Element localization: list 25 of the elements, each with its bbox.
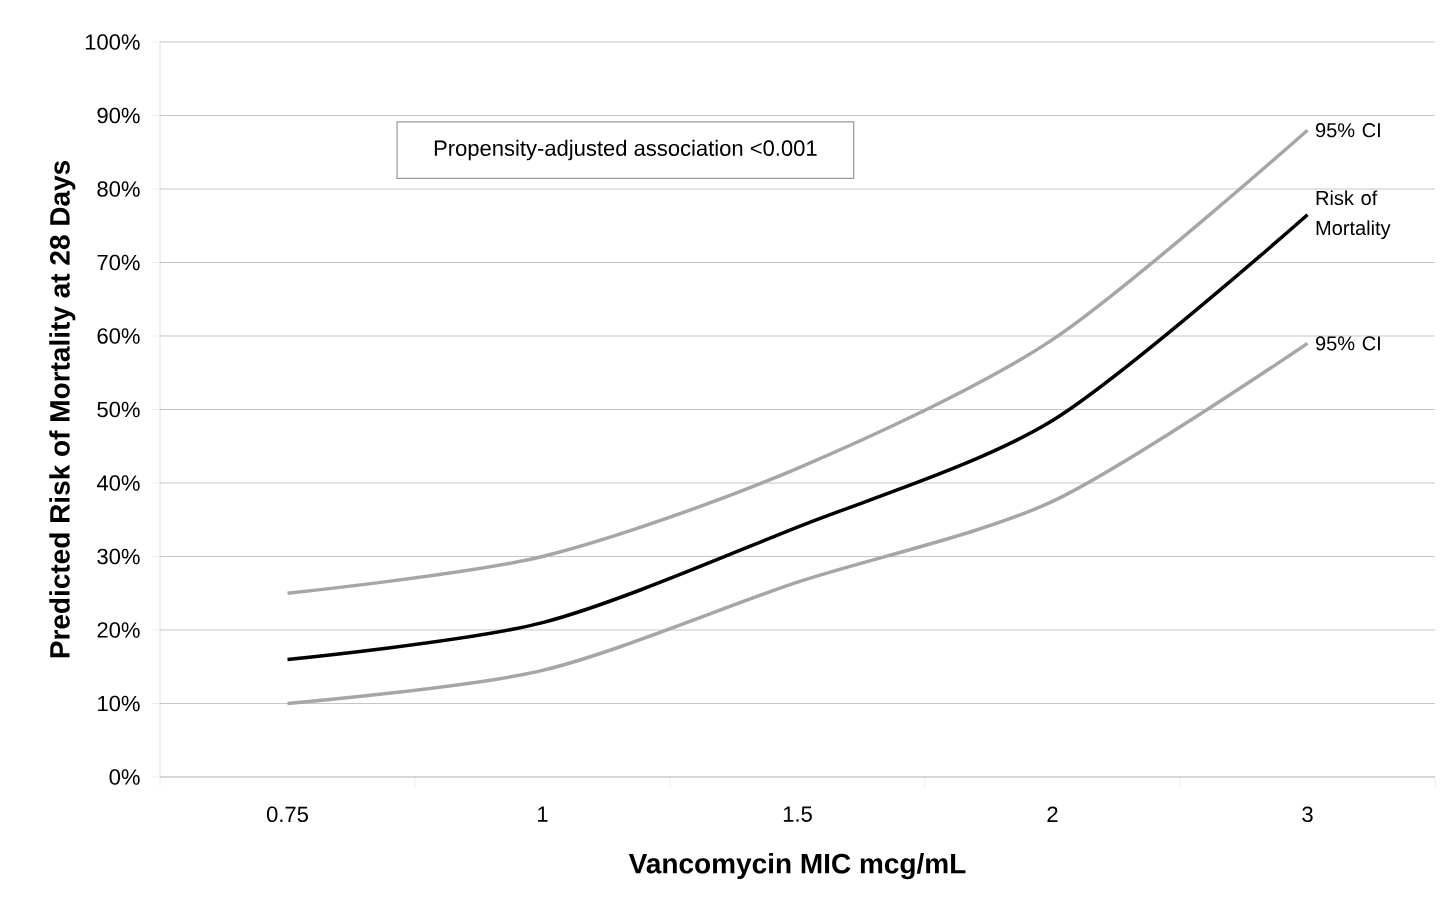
y-axis-title: Predicted Risk of Mortality at 28 Days xyxy=(49,160,76,658)
series-label: 95% CI xyxy=(1315,123,1380,138)
y-tick-label: 90% xyxy=(97,107,140,124)
annotation: Propensity-adjusted association <0.001 xyxy=(434,139,817,161)
line-series xyxy=(285,128,1310,595)
y-tick-label: 0% xyxy=(109,769,140,785)
x-tick-label: 1 xyxy=(538,806,548,822)
x-tick-label: 0.75 xyxy=(266,806,308,823)
x-axis-title: Vancomycin MIC mcg/mL xyxy=(628,852,966,880)
x-tick-label: 1.5 xyxy=(783,806,812,822)
y-tick-label: 40% xyxy=(96,475,140,491)
x-tick-label: 2 xyxy=(1047,806,1058,822)
y-tick-label: 60% xyxy=(97,328,140,344)
line-series xyxy=(285,212,1310,662)
y-tick-label: 100% xyxy=(85,34,140,50)
y-tick-label: 10% xyxy=(98,695,140,712)
series-label: 95% CI xyxy=(1315,336,1380,351)
series-label: Risk of Mortality xyxy=(1316,190,1391,240)
y-tick-label: 20% xyxy=(97,622,140,638)
line-series xyxy=(285,341,1310,706)
y-tick-label: 70% xyxy=(97,254,140,271)
y-tick-label: 50% xyxy=(97,401,140,418)
x-tick-label: 3 xyxy=(1302,806,1313,823)
y-tick-label: 30% xyxy=(97,548,140,565)
y-tick-label: 80% xyxy=(97,181,140,197)
